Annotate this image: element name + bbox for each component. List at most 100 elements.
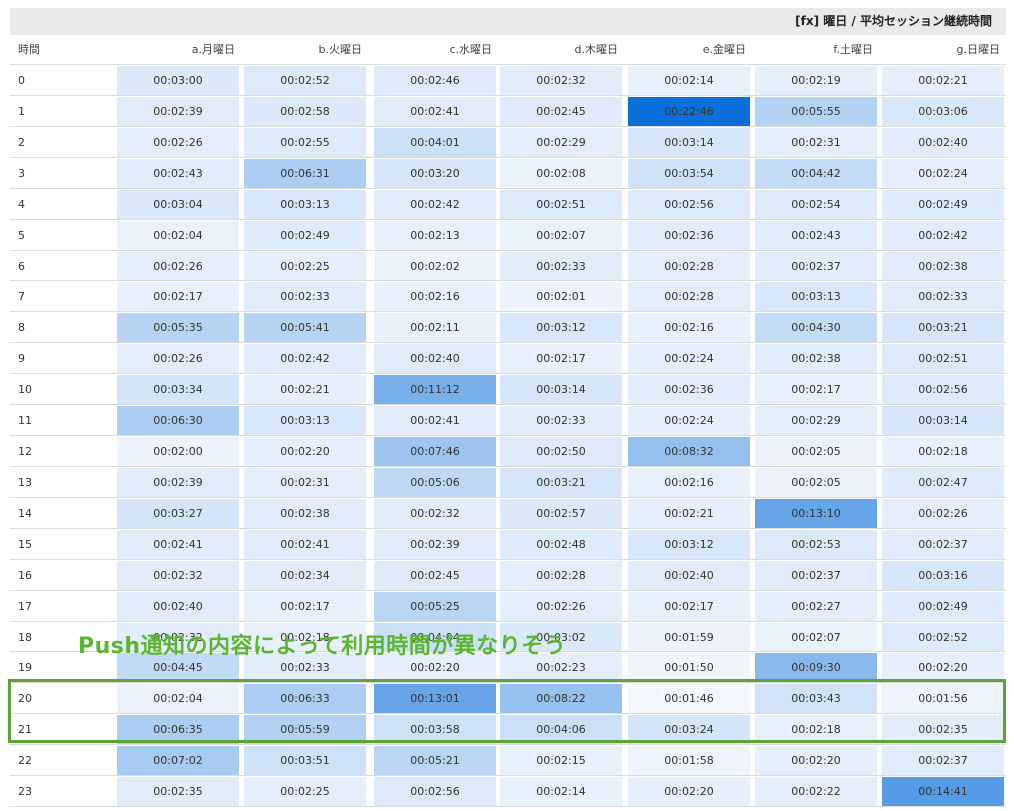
heatmap-cell: 00:02:52: [244, 66, 366, 95]
row-divider: [10, 590, 1006, 591]
column-header-3: d.木曜日: [574, 43, 618, 56]
row-divider: [10, 621, 1006, 622]
heatmap-cell: 00:02:28: [628, 251, 750, 281]
heatmap-cell: 00:02:20: [882, 653, 1004, 683]
heatmap-cell: 00:06:30: [117, 406, 239, 436]
table-title-bar: [fx] 曜日 / 平均セッション継続時間: [10, 8, 1006, 35]
heatmap-cell: 00:02:17: [244, 591, 366, 621]
heatmap-cell: 00:02:38: [755, 344, 877, 374]
heatmap-cell: 00:06:31: [244, 158, 366, 188]
header-row: 時間 a.月曜日 b.火曜日 c.水曜日 d.木曜日 e.金曜日 f.土曜日 g.日曜日: [10, 36, 1006, 64]
heatmap-cell: 00:02:21: [244, 375, 366, 405]
heatmap-cell: 00:02:29: [755, 406, 877, 436]
row-divider: [10, 342, 1006, 343]
heatmap-cell: 00:02:07: [755, 622, 877, 652]
heatmap-cell: 00:02:51: [500, 189, 622, 219]
heatmap-cell: 00:03:21: [882, 313, 1004, 343]
heatmap-cell: 00:02:26: [117, 251, 239, 281]
heatmap-cell: 00:02:20: [374, 653, 496, 683]
heatmap-cell: 00:02:24: [628, 344, 750, 374]
heatmap-cell: 00:03:24: [628, 715, 750, 745]
table-title: [fx] 曜日 / 平均セッション継続時間: [795, 14, 992, 28]
heatmap-cell: 00:02:39: [374, 529, 496, 559]
hour-label: 17: [18, 599, 32, 613]
hour-label: 9: [18, 352, 25, 366]
heatmap-cell: 00:02:17: [628, 591, 750, 621]
heatmap-cell: 00:02:40: [882, 127, 1004, 157]
heatmap-cell: 00:02:46: [374, 66, 496, 95]
heatmap-cell: 00:03:14: [882, 406, 1004, 436]
heatmap-cell: 00:05:55: [755, 96, 877, 126]
hour-label: 2: [18, 135, 25, 149]
heatmap-cell: 00:13:10: [755, 498, 877, 528]
heatmap-cell: 00:02:41: [244, 529, 366, 559]
heatmap-cell: 00:02:14: [628, 66, 750, 95]
heatmap-cell: 00:03:14: [628, 127, 750, 157]
heatmap-cell: 00:02:13: [374, 220, 496, 250]
row-divider: [10, 250, 1006, 251]
hour-label: 23: [18, 785, 32, 799]
row-divider: [10, 280, 1006, 281]
heatmap-cell: 00:03:51: [244, 746, 366, 776]
heatmap-cell: 00:02:33: [244, 282, 366, 312]
row-divider: [10, 775, 1006, 776]
column-header-1: b.火曜日: [318, 43, 362, 56]
heatmap-cell: 00:02:18: [755, 715, 877, 745]
row-divider: [10, 126, 1006, 127]
row-divider: [10, 404, 1006, 405]
heatmap-cell: 00:02:31: [755, 127, 877, 157]
heatmap-cell: 00:02:55: [244, 127, 366, 157]
heatmap-cell: 00:02:17: [500, 344, 622, 374]
heatmap-cell: 00:02:35: [117, 777, 239, 807]
heatmap-cell: 00:03:13: [244, 406, 366, 436]
heatmap-cell: 00:03:04: [117, 189, 239, 219]
column-header-2: c.水曜日: [449, 43, 492, 56]
heatmap-cell: 00:02:32: [374, 498, 496, 528]
heatmap-cell: 00:02:45: [374, 560, 496, 590]
heatmap-cell: 00:02:02: [374, 251, 496, 281]
heatmap-cell: 00:02:15: [500, 746, 622, 776]
heatmap-cell: 00:02:40: [628, 560, 750, 590]
heatmap-cell: 00:02:16: [628, 467, 750, 497]
heatmap-cell: 00:02:41: [374, 406, 496, 436]
row-divider: [10, 466, 1006, 467]
heatmap-cell: 00:01:59: [628, 622, 750, 652]
heatmap-cell: 00:03:12: [500, 313, 622, 343]
hour-label: 14: [18, 506, 32, 520]
heatmap-cell: 00:03:00: [117, 66, 239, 95]
hour-label: 18: [18, 630, 32, 644]
heatmap-cell: 00:02:56: [882, 375, 1004, 405]
row-divider: [10, 806, 1006, 807]
heatmap-cell: 00:09:30: [755, 653, 877, 683]
heatmap-cell: 00:07:02: [117, 746, 239, 776]
hour-label: 1: [18, 104, 25, 118]
hour-label: 15: [18, 537, 32, 551]
heatmap-cell: 00:02:43: [755, 220, 877, 250]
heatmap-cell: 00:02:08: [500, 158, 622, 188]
heatmap-cell: 00:02:01: [500, 282, 622, 312]
row-divider: [10, 682, 1006, 683]
heatmap-cell: 00:05:59: [244, 715, 366, 745]
heatmap-cell: 00:02:31: [244, 467, 366, 497]
heatmap-cell: 00:02:33: [882, 282, 1004, 312]
heatmap-cell: 00:02:41: [117, 529, 239, 559]
heatmap-cell: 00:02:33: [244, 653, 366, 683]
heatmap-cell: 00:02:24: [882, 158, 1004, 188]
heatmap-cell: 00:02:57: [500, 498, 622, 528]
heatmap-cell: 00:04:45: [117, 653, 239, 683]
heatmap-cell: 00:02:25: [244, 777, 366, 807]
row-divider: [10, 219, 1006, 220]
row-divider: [10, 497, 1006, 498]
heatmap-cell: 00:01:58: [628, 746, 750, 776]
highlight-box: [8, 679, 1006, 743]
hour-label: 10: [18, 383, 32, 397]
heatmap-cell: 00:04:06: [500, 715, 622, 745]
heatmap-cell: 00:02:52: [882, 622, 1004, 652]
heatmap-cell: 00:02:43: [117, 158, 239, 188]
heatmap-cell: 00:07:46: [374, 437, 496, 467]
heatmap-cell: 00:02:26: [117, 344, 239, 374]
heatmap-cell: 00:02:04: [117, 220, 239, 250]
row-divider: [10, 311, 1006, 312]
row-divider: [10, 373, 1006, 374]
